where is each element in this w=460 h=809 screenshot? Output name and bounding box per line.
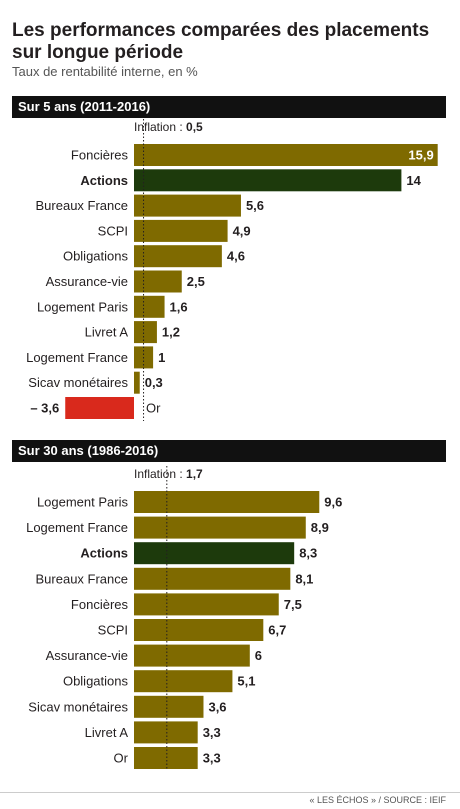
category-label-scpi: SCPI [98, 223, 128, 238]
value-label-actions: 14 [406, 173, 421, 188]
category-label-actions: Actions [80, 546, 128, 561]
bar-or [65, 397, 134, 419]
bar-actions [134, 542, 295, 565]
category-label-logement-paris: Logement Paris [37, 299, 129, 314]
category-label-or: Or [114, 751, 129, 766]
category-label-livret-a: Livret A [85, 325, 129, 340]
source-note: « LES ÉCHOS » / SOURCE : IEIF [309, 795, 446, 805]
chart-5-years: Inflation : 0,5 Foncières 15,9 Actions 14 Bur… [26, 119, 438, 421]
value-label-logement-france: 1 [158, 350, 165, 365]
category-label-obligations: Obligations [63, 674, 129, 689]
value-label-sicav-monetaires: 0,3 [145, 375, 163, 390]
category-label-logement-france: Logement France [26, 350, 128, 365]
category-label-bureaux-france: Bureaux France [36, 571, 129, 586]
category-label-logement-france: Logement France [26, 520, 128, 535]
category-label-livret-a: Livret A [85, 725, 129, 740]
value-label-logement-paris: 9,6 [324, 495, 342, 510]
bar-livret-a [134, 721, 198, 744]
category-label-obligations: Obligations [63, 249, 129, 264]
bar-sicav-monetaires [134, 695, 204, 718]
value-label-or: 3,3 [203, 751, 221, 766]
category-label-assurance-vie: Assurance-vie [46, 648, 128, 663]
inflation-label: Inflation : 1,7 [134, 467, 203, 481]
category-label-foncieres: Foncières [71, 597, 129, 612]
value-label-obligations: 5,1 [237, 674, 255, 689]
value-label-bureaux-france: 5,6 [246, 198, 264, 213]
value-label-bureaux-france: 8,1 [295, 571, 313, 586]
category-label-bureaux-france: Bureaux France [36, 198, 129, 213]
bar-scpi [134, 619, 264, 641]
bar-obligations [134, 670, 233, 693]
bar-logement-paris [134, 295, 165, 318]
category-label-sicav-monetaires: Sicav monétaires [28, 375, 128, 390]
inflation-label: Inflation : 0,5 [134, 120, 203, 134]
category-label-assurance-vie: Assurance-vie [46, 274, 128, 289]
bar-assurance-vie [134, 270, 182, 293]
chart-title: Les performances comparées des placement… [12, 20, 430, 63]
category-label-actions: Actions [80, 173, 128, 188]
value-label-scpi: 4,9 [233, 223, 251, 238]
value-label-livret-a: 1,2 [162, 325, 180, 340]
bar-logement-france [134, 516, 306, 539]
bar-or [134, 747, 198, 769]
bar-bureaux-france [134, 567, 291, 590]
chart-subtitle: Taux de rentabilité interne, en % [12, 64, 198, 79]
bar-bureaux-france [134, 194, 241, 217]
bar-sicav-monetaires [134, 371, 140, 394]
value-label-assurance-vie: 2,5 [187, 274, 205, 289]
panel-title-30-years: Sur 30 ans (1986-2016) [12, 440, 446, 462]
category-label-logement-paris: Logement Paris [37, 495, 129, 510]
panel-title-5-years: Sur 5 ans (2011-2016) [12, 96, 446, 118]
category-label-foncieres: Foncières [71, 148, 129, 163]
value-label-logement-france: 8,9 [311, 520, 329, 535]
value-label-foncieres: 15,9 [408, 148, 433, 163]
value-label-or: – 3,6 [30, 401, 59, 416]
category-label-or: Or [146, 401, 161, 416]
bar-actions [134, 169, 402, 192]
footer-divider [0, 792, 460, 793]
bar-foncieres [134, 593, 279, 616]
value-label-livret-a: 3,3 [203, 725, 221, 740]
value-label-assurance-vie: 6 [255, 648, 262, 663]
category-label-scpi: SCPI [98, 623, 128, 638]
value-label-obligations: 4,6 [227, 249, 245, 264]
bar-livret-a [134, 321, 157, 344]
bar-foncieres [134, 144, 438, 166]
value-label-logement-paris: 1,6 [170, 299, 188, 314]
value-label-actions: 8,3 [299, 546, 317, 561]
value-label-scpi: 6,7 [268, 623, 286, 638]
bar-obligations [134, 245, 222, 268]
value-label-foncieres: 7,5 [284, 597, 302, 612]
category-label-sicav-monetaires: Sicav monétaires [28, 699, 128, 714]
bar-scpi [134, 219, 228, 242]
bar-assurance-vie [134, 644, 250, 667]
value-label-sicav-monetaires: 3,6 [208, 699, 226, 714]
bar-logement-paris [134, 491, 320, 513]
